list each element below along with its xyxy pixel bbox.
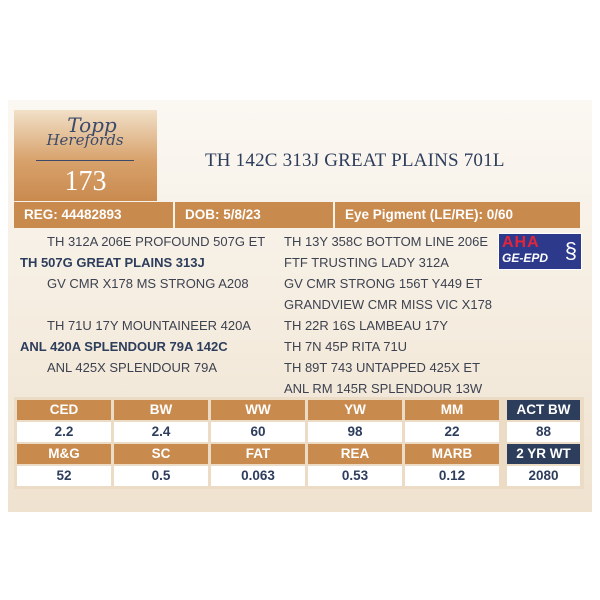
- epd-value: 0.53: [308, 466, 402, 486]
- pedigree-ancestor: TH 7N 45P RITA 71U: [284, 339, 408, 354]
- dob: DOB: 5/8/23: [175, 202, 333, 228]
- pedigree-dam: ANL 420A SPLENDOUR 79A 142C: [20, 339, 228, 354]
- pedigree-dam-sire: TH 71U 17Y MOUNTAINEER 420A: [47, 318, 251, 333]
- actual-weights-table: ACT BW 88 2 YR WT 2080: [504, 397, 584, 489]
- lot-number: 173: [64, 166, 107, 197]
- epd-header: WW: [211, 400, 305, 420]
- pedigree-ancestor: TH 22R 16S LAMBEAU 17Y: [284, 318, 449, 333]
- logo-box: [14, 110, 157, 201]
- epd-header: MM: [405, 400, 499, 420]
- epd-value: 2.4: [114, 422, 208, 442]
- epd-header: M&G: [17, 444, 111, 464]
- act-bw-header: ACT BW: [507, 400, 580, 420]
- pedigree-sire-dam: GV CMR X178 MS STRONG A208: [47, 276, 249, 291]
- epd-header: REA: [308, 444, 402, 464]
- epd-header: YW: [308, 400, 402, 420]
- epd-value: 2.2: [17, 422, 111, 442]
- epd-value: 98: [308, 422, 402, 442]
- pedigree-ancestor: TH 89T 743 UNTAPPED 425X ET: [284, 360, 481, 375]
- pedigree-ancestor: GRANDVIEW CMR MISS VIC X178: [284, 297, 493, 312]
- epd-header: SC: [114, 444, 208, 464]
- two-yr-wt-value: 2080: [507, 466, 580, 486]
- epd-value: 60: [211, 422, 305, 442]
- pedigree-ancestor: FTF TRUSTING LADY 312A: [284, 255, 449, 270]
- reg-number: REG: 44482893: [14, 202, 173, 228]
- epd-header: FAT: [211, 444, 305, 464]
- eye-pigment: Eye Pigment (LE/RE): 0/60: [335, 202, 580, 228]
- pedigree-sire-sire: TH 312A 206E PROFOUND 507G ET: [47, 234, 266, 249]
- pedigree-sire: TH 507G GREAT PLAINS 313J: [20, 255, 205, 270]
- epd-header: CED: [17, 400, 111, 420]
- animal-name: TH 142C 313J GREAT PLAINS 701L: [205, 150, 505, 171]
- pedigree-ancestor: ANL RM 145R SPLENDOUR 13W: [284, 381, 483, 396]
- epd-value: 0.12: [405, 466, 499, 486]
- pedigree-dam-dam: ANL 425X SPLENDOUR 79A: [47, 360, 218, 375]
- epd-table: CED BW WW YW MM 2.2 2.4 60 98 22 M&G SC …: [14, 397, 505, 489]
- epd-value: 0.5: [114, 466, 208, 486]
- logo-underline: [36, 160, 134, 161]
- epd-header: BW: [114, 400, 208, 420]
- aha-ge-epd-badge: AHA GE-EPD §: [498, 233, 582, 270]
- epd-value: 0.063: [211, 466, 305, 486]
- two-yr-wt-header: 2 YR WT: [507, 444, 580, 464]
- act-bw-value: 88: [507, 422, 580, 442]
- topp-herefords-logo: Topp Herefords: [46, 113, 124, 149]
- epd-value: 22: [405, 422, 499, 442]
- pedigree-ancestor: TH 13Y 358C BOTTOM LINE 206E: [284, 234, 488, 249]
- epd-value: 52: [17, 466, 111, 486]
- dna-icon: §: [564, 238, 577, 263]
- epd-header: MARB: [405, 444, 499, 464]
- pedigree-ancestor: GV CMR STRONG 156T Y449 ET: [284, 276, 483, 291]
